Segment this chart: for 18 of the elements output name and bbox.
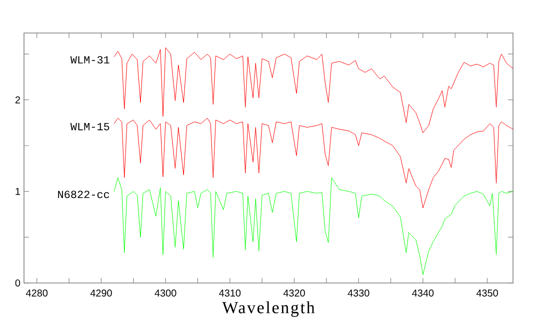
series-label: N6822-cc	[58, 190, 110, 198]
x-tick-label: 4300	[154, 290, 176, 297]
y-tick-label: 2	[15, 96, 20, 104]
x-axis-title: Wavelength	[222, 301, 315, 317]
series-label: WLM-15	[70, 122, 110, 130]
line-series	[114, 177, 514, 276]
x-tick-label: 4320	[283, 290, 305, 297]
x-tick-label: 4280	[26, 290, 48, 297]
y-tick-label: 0	[15, 279, 20, 287]
line-series	[114, 118, 514, 208]
line-series	[114, 47, 514, 134]
x-tick-label: 4340	[412, 290, 434, 297]
x-tick-label: 4350	[476, 290, 498, 297]
y-tick-label: 1	[16, 188, 20, 195]
x-tick-label: 4290	[90, 290, 112, 297]
x-tick-label: 4310	[219, 290, 241, 297]
x-tick-label: 4330	[348, 290, 370, 297]
series-label: WLM-31	[70, 56, 110, 64]
